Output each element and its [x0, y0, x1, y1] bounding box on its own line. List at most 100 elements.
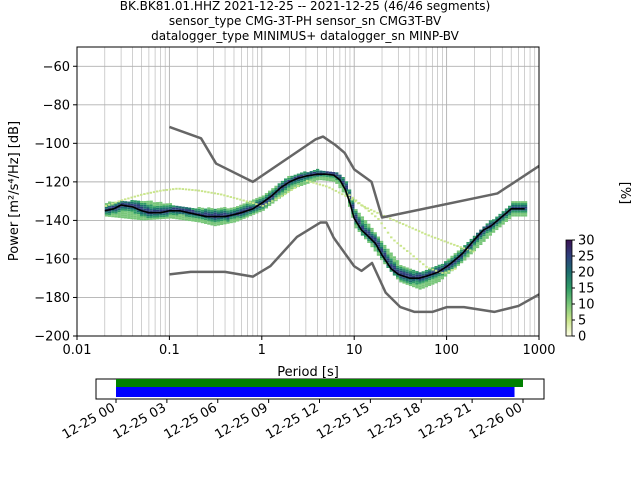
- histogram-cell: [373, 234, 377, 237]
- histogram-cell: [418, 285, 422, 288]
- x-tick-label: 0.01: [63, 343, 92, 358]
- colorbar-tick-label: 30: [578, 234, 595, 249]
- histogram-cell: [440, 265, 445, 268]
- histogram-cell: [501, 220, 505, 223]
- histogram-cell: [152, 217, 157, 220]
- histogram-cell: [421, 271, 425, 274]
- histogram-cell: [418, 287, 422, 290]
- histogram-cell: [520, 206, 525, 209]
- histogram-cell: [287, 175, 291, 178]
- histogram-cell: [396, 271, 400, 274]
- histogram-cell: [172, 205, 176, 208]
- histogram-cell: [373, 247, 377, 250]
- histogram-cell: [472, 241, 477, 244]
- histogram-cell: [264, 196, 269, 199]
- histogram-cell: [405, 273, 409, 276]
- histogram-cell: [213, 224, 217, 227]
- histogram-cell: [482, 239, 486, 242]
- faint-cell: [430, 235, 434, 238]
- x-tick-label: 1: [258, 343, 266, 358]
- histogram-cell: [431, 276, 435, 279]
- histogram-cell: [200, 211, 205, 214]
- histogram-cell: [386, 248, 390, 251]
- histogram-cell: [373, 249, 377, 252]
- histogram-cell: [485, 229, 489, 232]
- histogram-cell: [223, 218, 227, 221]
- histogram-cell: [472, 245, 477, 248]
- histogram-cell: [261, 203, 265, 206]
- histogram-cell: [431, 275, 435, 277]
- histogram-cell: [108, 214, 112, 217]
- faint-cell: [120, 199, 124, 202]
- histogram-cell: [293, 174, 297, 177]
- faint-cell: [348, 194, 351, 197]
- histogram-cell: [354, 211, 358, 213]
- histogram-cell: [421, 273, 425, 276]
- histogram-cell: [341, 178, 345, 181]
- histogram-cell: [287, 187, 291, 190]
- histogram-cell: [380, 242, 384, 245]
- faint-cell: [280, 195, 284, 198]
- histogram-cell: [370, 241, 374, 244]
- histogram-cell: [517, 201, 521, 204]
- histogram-cell: [415, 286, 419, 289]
- histogram-cell: [220, 211, 224, 214]
- histogram-cell: [216, 219, 221, 222]
- faint-cell: [149, 191, 153, 194]
- histogram-cell: [133, 213, 137, 216]
- faint-cell: [434, 269, 438, 272]
- histogram-cell: [341, 188, 345, 191]
- histogram-cell: [223, 207, 227, 209]
- histogram-cell: [332, 177, 336, 180]
- histogram-cell: [514, 203, 518, 205]
- histogram-cell: [408, 282, 413, 285]
- histogram-cell: [453, 256, 457, 259]
- histogram-cell: [200, 217, 205, 220]
- histogram-cell: [399, 272, 403, 275]
- histogram-cell: [184, 212, 189, 215]
- histogram-cell: [213, 218, 217, 221]
- histogram-cell: [274, 195, 278, 198]
- histogram-cell: [444, 268, 448, 271]
- histogram-cell: [162, 217, 166, 219]
- histogram-cell: [396, 265, 400, 268]
- title-line-3: datalogger_type MINIMUS+ datalogger_sn M…: [151, 29, 459, 43]
- histogram-cell: [354, 218, 358, 221]
- histogram-cell: [412, 269, 416, 272]
- histogram-cell: [143, 218, 147, 221]
- histogram-cell: [453, 266, 457, 269]
- histogram-cell: [111, 203, 115, 206]
- histogram-cell: [210, 210, 214, 212]
- histogram-cell: [511, 204, 515, 207]
- histogram-cell: [172, 213, 176, 215]
- histogram-cell: [418, 272, 422, 275]
- histogram-cell: [140, 218, 144, 221]
- histogram-cell: [108, 211, 112, 214]
- histogram-cell: [338, 174, 342, 177]
- histogram-cell: [194, 212, 198, 215]
- histogram-cell: [245, 205, 249, 208]
- histogram-cell: [312, 177, 317, 180]
- histogram-cell: [248, 202, 253, 205]
- histogram-cell: [133, 208, 137, 210]
- faint-cell: [210, 191, 213, 194]
- histogram-cell: [402, 266, 406, 269]
- histogram-cell: [456, 252, 461, 255]
- histogram-cell: [168, 214, 173, 217]
- histogram-cell: [485, 231, 489, 234]
- histogram-cell: [316, 176, 320, 179]
- histogram-cell: [383, 246, 387, 249]
- histogram-cell: [434, 281, 438, 284]
- faint-cell: [417, 230, 421, 233]
- histogram-cell: [296, 179, 301, 182]
- histogram-cell: [303, 181, 307, 183]
- histogram-cell: [149, 208, 153, 211]
- histogram-cell: [437, 278, 441, 281]
- histogram-cell: [376, 253, 381, 256]
- histogram-cell: [312, 169, 317, 172]
- histogram-cell: [245, 215, 249, 218]
- faint-cell: [172, 188, 175, 191]
- histogram-cell: [172, 214, 176, 217]
- histogram-cell: [184, 216, 189, 219]
